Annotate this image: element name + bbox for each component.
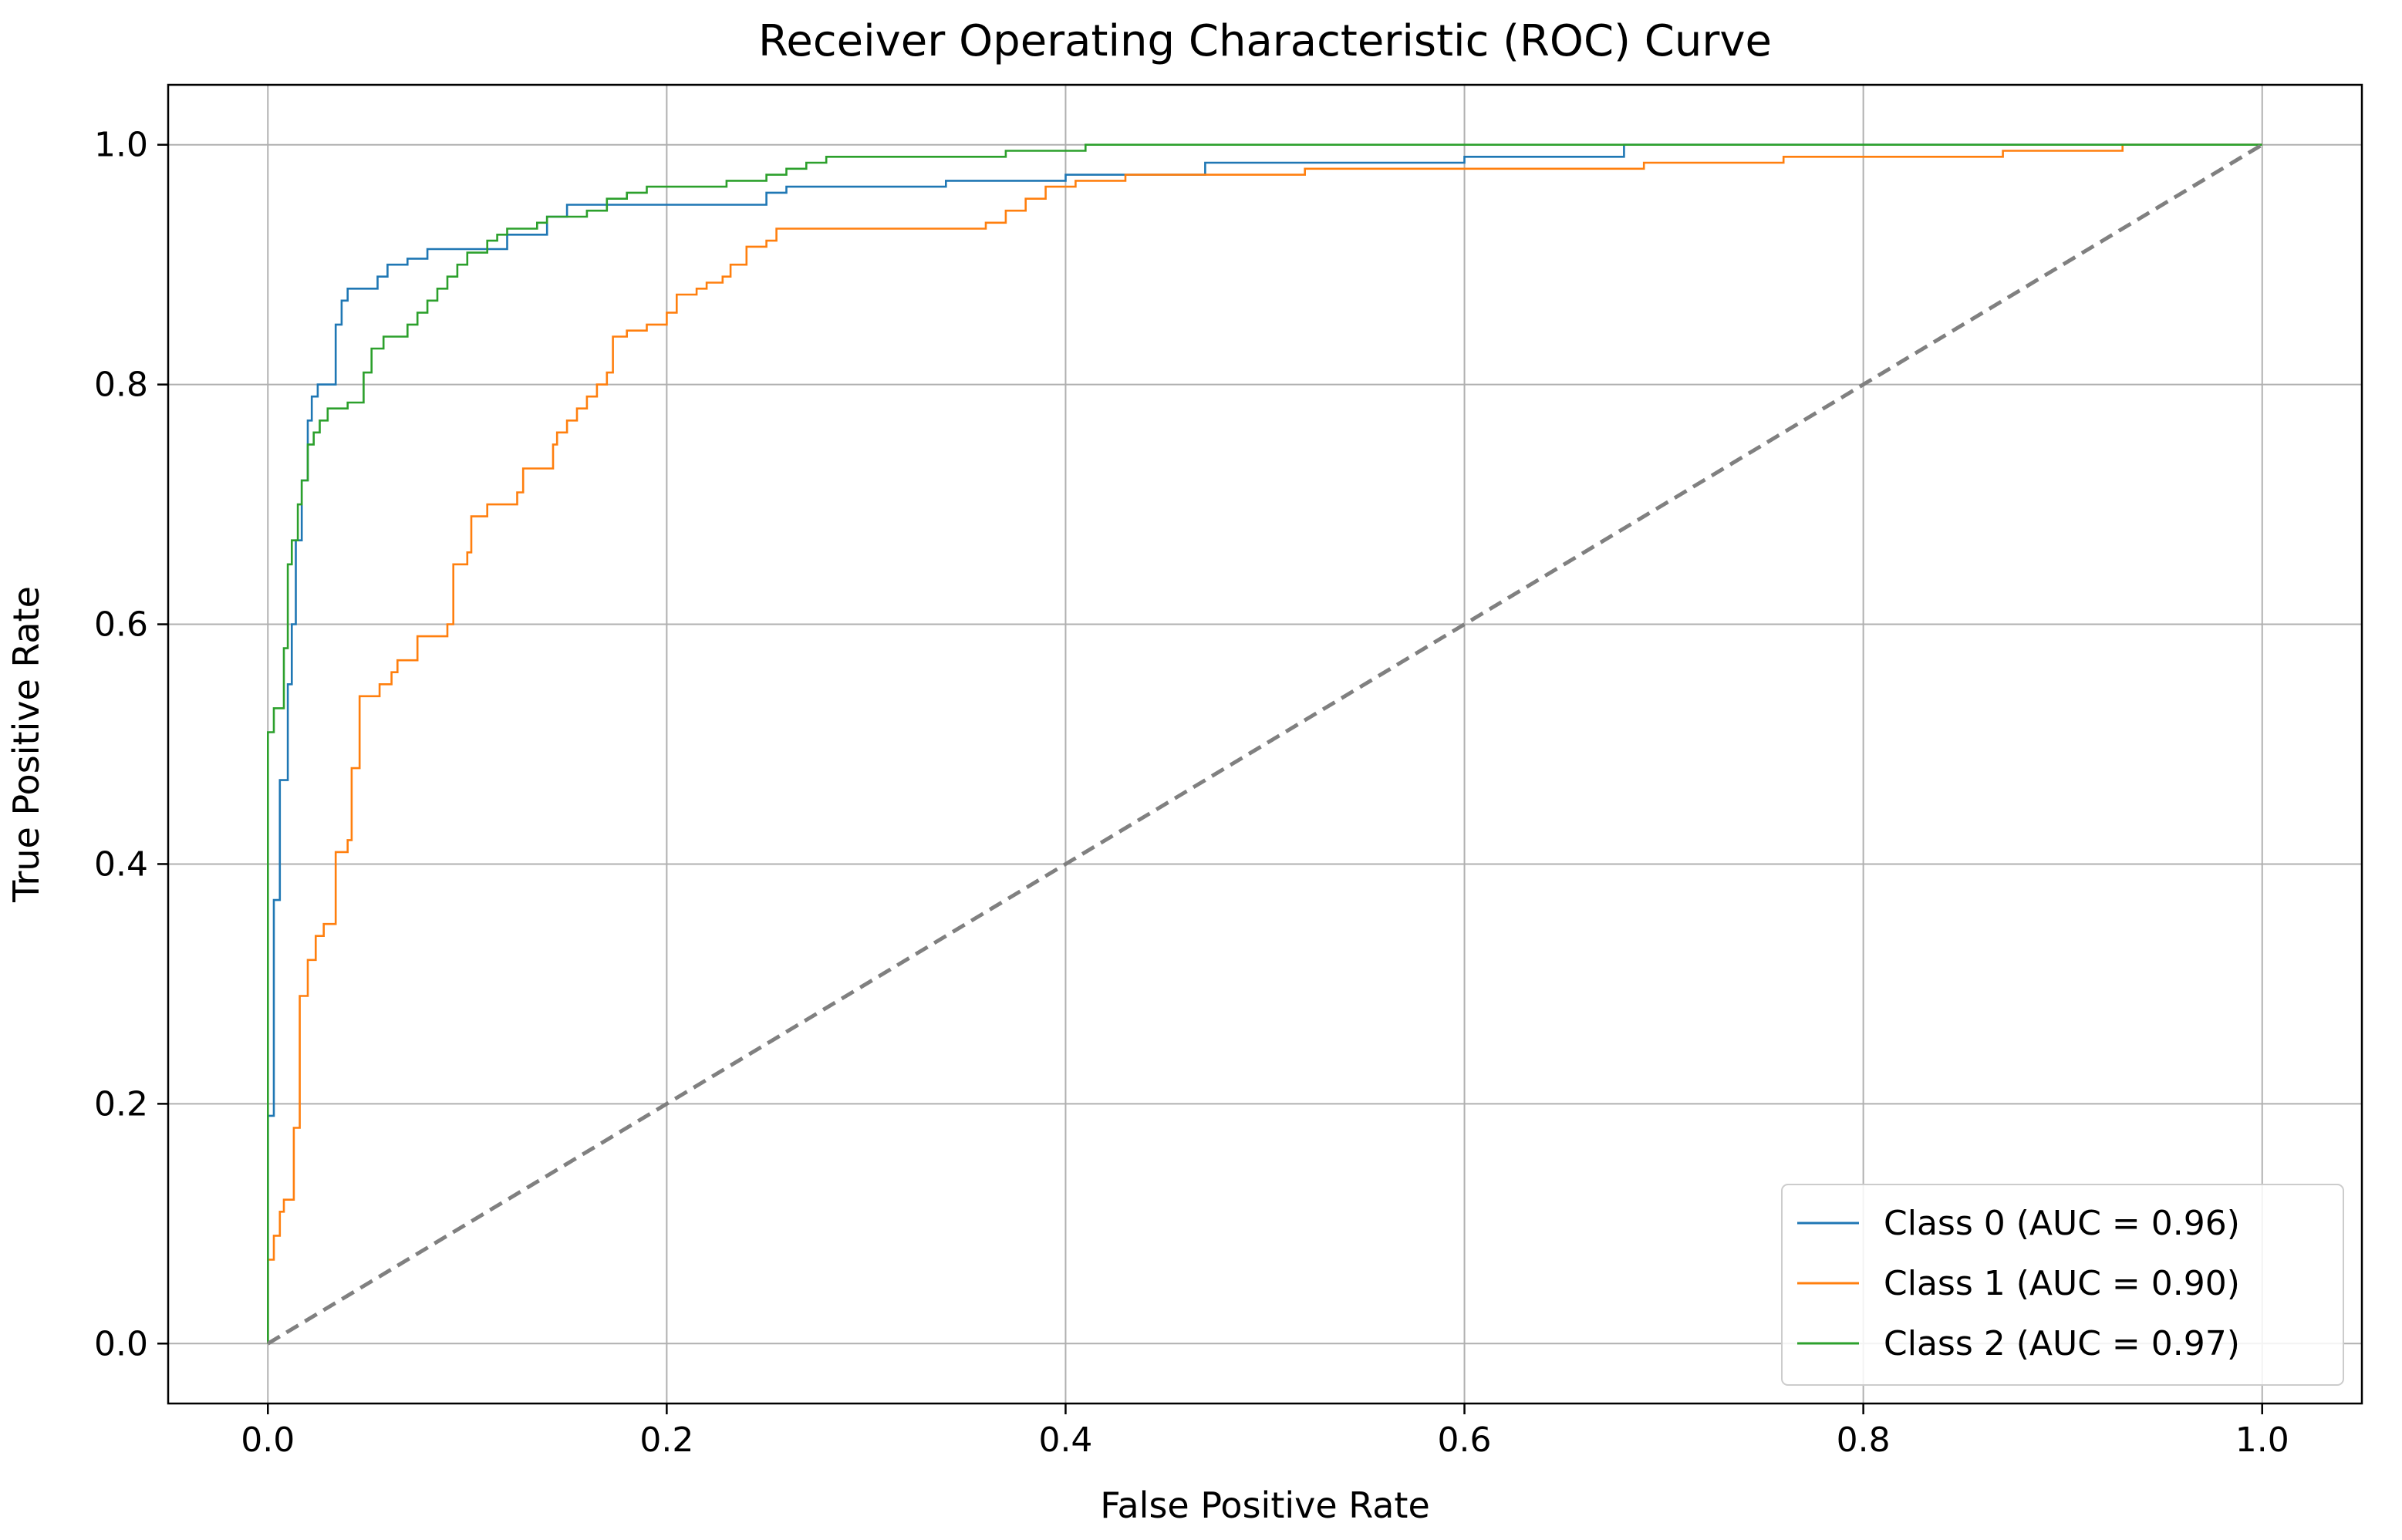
y-tick-label: 1.0 bbox=[94, 126, 148, 165]
y-tick-label: 0.6 bbox=[94, 605, 148, 645]
x-tick-label: 0.4 bbox=[1038, 1420, 1092, 1460]
y-tick-label: 0.4 bbox=[94, 844, 148, 884]
diagonal-reference-line bbox=[267, 143, 2263, 1346]
series-lines bbox=[267, 143, 2263, 1346]
roc-series-line bbox=[267, 143, 2262, 1344]
y-tick-label: 0.0 bbox=[94, 1324, 148, 1363]
x-tick-label: 1.0 bbox=[2235, 1420, 2289, 1460]
legend-entry-label: Class 1 (AUC = 0.90) bbox=[1884, 1264, 2240, 1303]
x-axis-label: False Positive Rate bbox=[1100, 1484, 1430, 1526]
legend-entry-label: Class 2 (AUC = 0.97) bbox=[1884, 1324, 2240, 1363]
legend-box bbox=[1781, 1184, 2344, 1386]
y-tick-label: 0.2 bbox=[94, 1084, 148, 1124]
legend-entry-label: Class 0 (AUC = 0.96) bbox=[1884, 1204, 2240, 1243]
x-tick-label: 0.2 bbox=[639, 1420, 693, 1460]
x-tick-label: 0.6 bbox=[1438, 1420, 1492, 1460]
y-tick-label: 0.8 bbox=[94, 366, 148, 405]
roc-series-line bbox=[267, 143, 2262, 1344]
roc-series-line bbox=[267, 143, 2262, 1344]
axis-ticks: 0.0 0.2 0.4 0.6 0.8 1.0 0.0 0.2 0.4 0.6 0.8 1.0 bbox=[94, 126, 2289, 1460]
x-tick-label: 0.0 bbox=[241, 1420, 295, 1460]
x-tick-label: 0.8 bbox=[1837, 1420, 1891, 1460]
plot-area-frame bbox=[167, 83, 2363, 1405]
grid-lines bbox=[168, 85, 2362, 1404]
y-axis-label: True Positive Rate bbox=[5, 586, 47, 903]
legend: Class 0 (AUC = 0.96) Class 1 (AUC = 0.90)… bbox=[1781, 1184, 2344, 1386]
chart-title: Receiver Operating Characteristic (ROC) … bbox=[758, 16, 1772, 66]
